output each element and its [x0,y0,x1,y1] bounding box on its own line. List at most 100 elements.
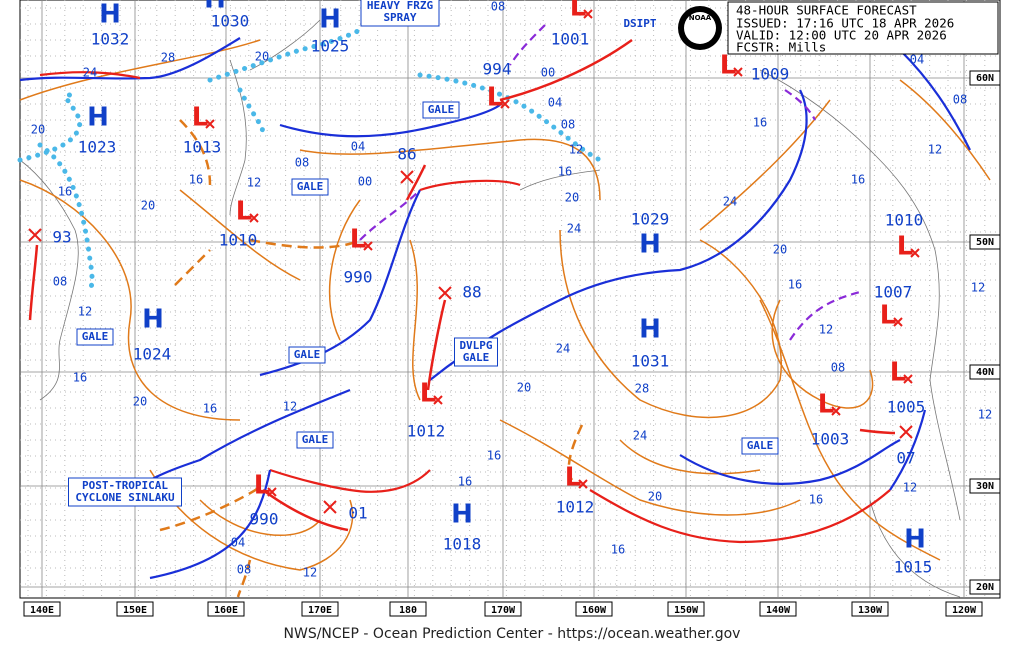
low-pressure: 93 [52,228,71,247]
isobar-label: 12 [903,481,917,495]
isobar-label: 04 [231,536,245,550]
lon-box [484,601,522,617]
isobar-label: 08 [53,275,67,289]
low-x [249,213,259,223]
low-symbol: L [420,379,437,409]
header-title: 48-HOUR SURFACE FORECAST [736,3,917,18]
header-box [727,1,999,55]
lat-label: 50N [976,237,994,248]
lon-box [23,601,61,617]
graticule: 140E 150E 160E 170E 180 170W 160W 150W 140W 130W 1… [20,0,1001,617]
low-symbol: L [818,390,835,420]
low-pressure: 1009 [751,65,790,84]
high-symbol: H [319,5,341,35]
isobar-label: 28 [635,382,649,396]
low-x [899,425,913,439]
isobar-label: 20 [565,191,579,205]
low-pressure: 994 [483,60,512,79]
high-symbol: H [451,500,473,530]
low-x [733,67,743,77]
map-label: GALE [302,433,329,446]
label-box [296,431,334,449]
high-pressure: 1025 [311,37,350,56]
isobar-label: 04 [548,96,562,110]
isobar-label: 16 [73,371,87,385]
lon-box [301,601,339,617]
isobar-label: 20 [141,199,155,213]
isobar-label: 24 [567,222,581,236]
isobar-label: 12 [247,176,261,190]
lon-box [667,601,705,617]
low-x [903,374,913,384]
lon-box [207,601,245,617]
lon-label: 160E [214,605,238,616]
low-x [267,487,277,497]
isobar-label: 24 [723,195,737,209]
lat-label: 30N [976,481,994,492]
isobar-label: 16 [189,173,203,187]
isobar-label: 12 [971,281,985,295]
isobar-label: 00 [541,66,555,80]
logo-inner [684,12,716,44]
label-box [360,0,440,27]
low-symbol: L [570,0,587,23]
low-x [438,286,452,300]
low-symbol: L [192,103,209,133]
low-x [910,248,920,258]
low-pressure: 1007 [874,283,913,302]
low-x [205,119,215,129]
isobar-label: 12 [928,143,942,157]
high-symbol: H [204,0,226,15]
low-pressure: 1003 [811,430,850,449]
header-issued: ISSUED: 17:16 UTC 18 APR 2026 [736,16,954,31]
map-label: HEAVY FRZG [367,0,434,12]
isobar-label: 08 [561,118,575,132]
map-frame [19,0,1001,599]
low-symbol: L [880,301,897,331]
high-pressure: 1031 [631,352,670,371]
lon-box [116,601,154,617]
label-box [422,101,460,119]
low-pressure: 1013 [183,138,222,157]
high-symbol: H [639,230,661,260]
lat-box [969,70,1001,86]
isobar-label: 08 [953,93,967,107]
isobar-label: 12 [569,143,583,157]
isobar-label: 20 [773,243,787,257]
lon-label: 160W [582,605,607,616]
lon-label: 140E [30,605,54,616]
map-label: CYCLONE SINLAKU [75,491,175,504]
high-symbol: H [142,305,164,335]
low-pressure: 86 [397,145,416,164]
low-pressure: 1012 [407,422,446,441]
lon-label: 140W [766,605,791,616]
isobar-label: 16 [203,402,217,416]
low-symbol: L [897,232,914,262]
low-symbol: L [350,225,367,255]
isobar-label: 04 [910,53,924,67]
lat-box [969,579,1001,595]
low-symbol: L [487,83,504,113]
label-box [741,437,779,455]
isobar-label: 08 [831,361,845,375]
isobar-label: 00 [358,175,372,189]
lon-label: 150W [674,605,699,616]
label-box [288,346,326,364]
low-x [323,500,337,514]
map-label: GALE [463,351,490,364]
isobar-label: 16 [487,449,501,463]
low-symbol: L [890,358,907,388]
isobar-label: 16 [809,493,823,507]
isobar-label: 20 [31,123,45,137]
isobar-label: 16 [851,173,865,187]
low-x [500,99,510,109]
lon-label: 180 [399,605,417,616]
isobar-label: 20 [648,490,662,504]
high-symbol: H [99,0,121,30]
map-label: POST-TROPICAL [82,479,168,492]
low-pressure: 1005 [887,398,926,417]
label-box [68,477,182,507]
lon-box [945,601,983,617]
